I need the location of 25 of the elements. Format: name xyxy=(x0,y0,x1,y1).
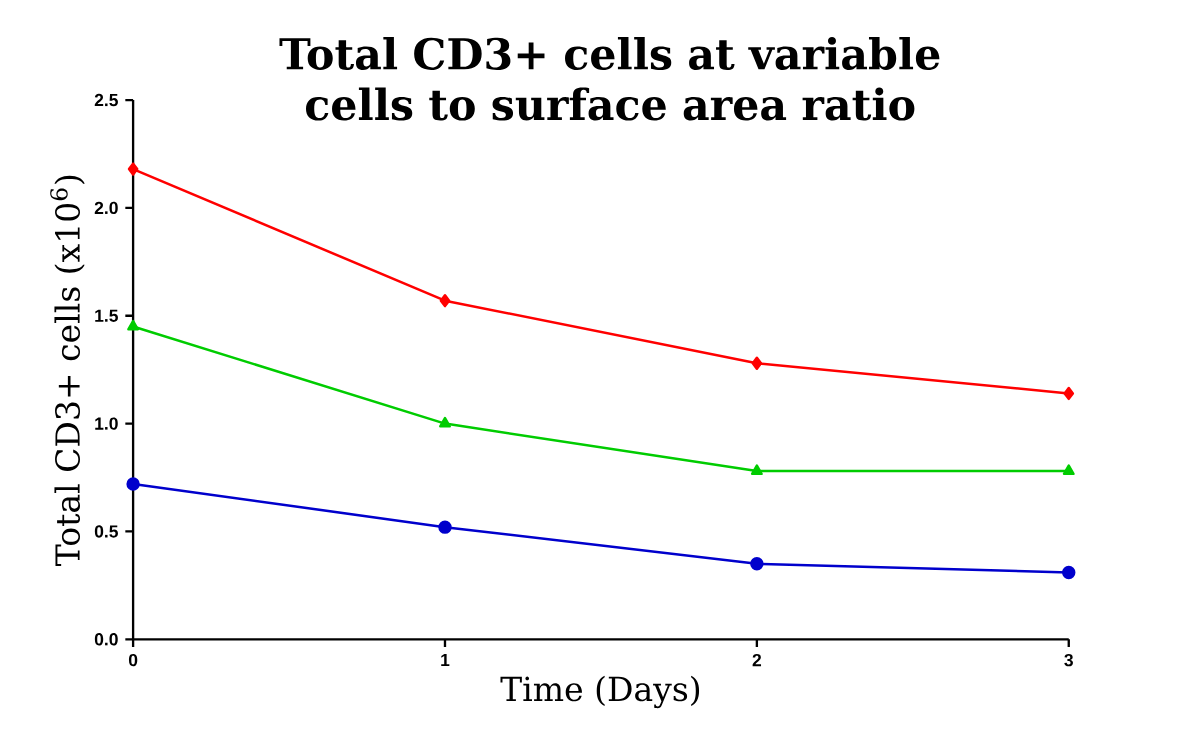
chart-title: Total CD3+ cells at variable cells to surface area ratio xyxy=(279,37,940,121)
point xyxy=(127,320,140,331)
point xyxy=(127,162,139,177)
x-tick-label: 0 xyxy=(128,654,138,667)
point xyxy=(1062,464,1075,476)
x-axis-title: Time (Days) xyxy=(500,676,700,709)
x-tick-label: 2 xyxy=(752,654,762,667)
point xyxy=(750,557,764,571)
y-tick-label: 2.5 xyxy=(94,94,118,107)
point xyxy=(438,520,452,535)
y-tick-label: 0.0 xyxy=(94,633,118,646)
point xyxy=(439,417,451,428)
point xyxy=(1062,565,1076,580)
y-tick-label: 1.0 xyxy=(95,417,118,431)
x-tick-label: 1 xyxy=(441,654,450,667)
y-tick-label: 2.0 xyxy=(94,201,118,215)
x-tick-label: 3 xyxy=(1064,654,1073,667)
y-tick-label: 0.5 xyxy=(94,525,118,538)
point xyxy=(1063,386,1075,401)
point xyxy=(126,477,140,491)
point xyxy=(439,294,451,308)
y-axis-title: Total CD3+ cells (x10$^{6}$) xyxy=(50,175,85,567)
point xyxy=(751,356,763,371)
point xyxy=(750,464,763,476)
y-tick-label: 1.5 xyxy=(95,309,118,323)
